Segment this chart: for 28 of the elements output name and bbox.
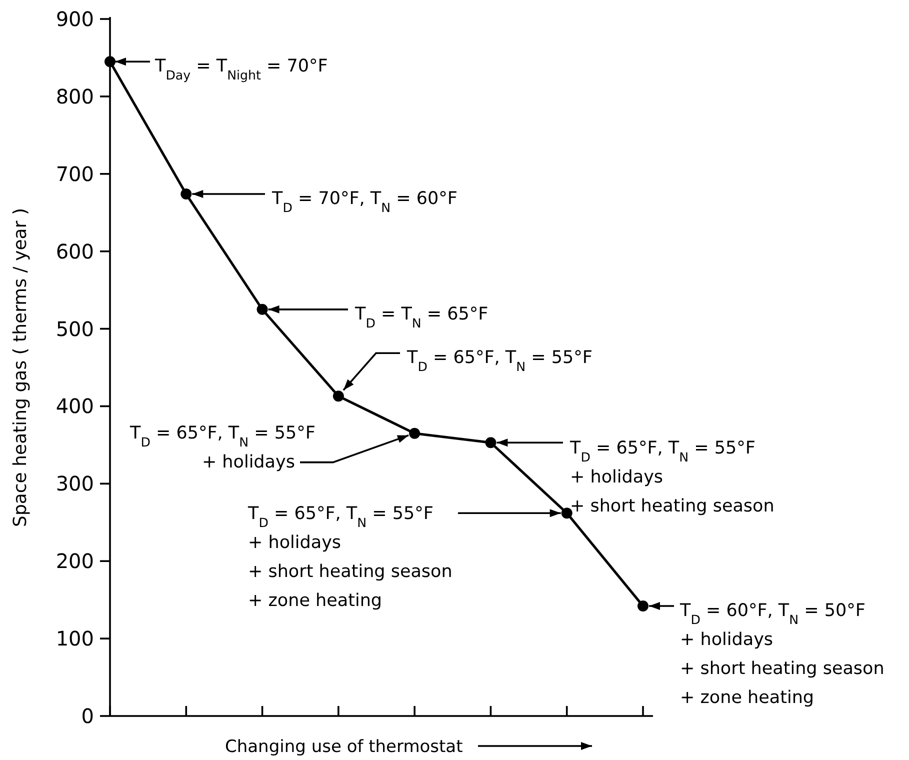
y-tick-label: 600 [56, 239, 94, 264]
point [180, 188, 192, 200]
y-tick-label: 700 [56, 162, 94, 186]
y-tick-label: 400 [56, 394, 94, 418]
annotation: T$_{D}$ = 70°F, T$_{N}$ = 60°F [271, 189, 458, 215]
y-tick-label: 900 [56, 7, 94, 31]
annotation: T$_{D}$ = 65°F, T$_{N}$ = 55°F [406, 348, 592, 374]
y-tick-label: 0 [81, 704, 94, 728]
x-axis-title: Changing use of thermostat [225, 737, 464, 757]
point [561, 508, 572, 519]
text: T$_{D}$ = 65°F, T$_{N}$ = 55°F + holidays + short heating season [570, 438, 774, 517]
point [332, 390, 344, 402]
y-tick-label: 800 [56, 84, 94, 108]
point [104, 56, 116, 68]
annotation: T$_{Day}$ = T$_{Night}$ = 70°F [154, 56, 328, 82]
annotation: T$_{D}$ = T$_{N}$ = 65°F [354, 304, 488, 330]
y-axis-title: Space heating gas ( therms / year ) [10, 208, 31, 527]
point [256, 304, 268, 315]
annotation: T$_{D}$ = 65°F, T$_{N}$ = 55°F + holidays [129, 423, 316, 472]
point [409, 428, 420, 439]
point [485, 437, 496, 448]
y-tick-label: 200 [56, 549, 94, 574]
y-tick-label: 100 [56, 626, 94, 651]
y-tick-label: 500 [56, 316, 94, 341]
text: T$_{D}$ = 60°F, T$_{N}$ = 50°F + holidays + short heating season + zone heating [680, 601, 884, 708]
text: T$_{D}$ = 65°F, T$_{N}$ = 55°F + holidays + short heating season + zone heating [248, 504, 452, 612]
y-tick-label: 300 [56, 472, 94, 496]
point [638, 600, 648, 612]
